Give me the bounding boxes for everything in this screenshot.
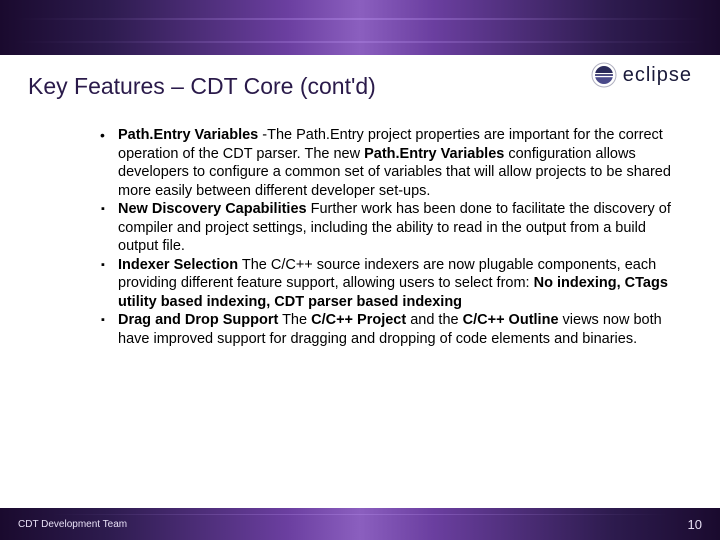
header-band (0, 0, 720, 55)
bullet-list: Path.Entry Variables -The Path.Entry pro… (100, 126, 672, 349)
bullet-segment: The (278, 312, 311, 328)
eclipse-logo-text: eclipse (623, 64, 692, 87)
bullet-segment: Indexer Selection (118, 257, 238, 273)
bullet-segment: Drag and Drop Support (118, 312, 278, 328)
bullet-item: Drag and Drop Support The C/C++ Project … (100, 311, 672, 348)
bullet-segment: Path.Entry Variables (364, 146, 504, 162)
bullet-segment: New Discovery Capabilities (118, 201, 307, 217)
bullet-item: Path.Entry Variables -The Path.Entry pro… (100, 126, 672, 200)
content-area: Path.Entry Variables -The Path.Entry pro… (0, 100, 720, 349)
bullet-segment: Path.Entry Variables (118, 127, 258, 143)
page-number: 10 (688, 517, 702, 532)
footer-text: CDT Development Team (18, 519, 127, 530)
footer-band: CDT Development Team 10 (0, 508, 720, 540)
eclipse-logo: eclipse (591, 62, 692, 88)
bullet-segment: C/C++ Project (311, 312, 406, 328)
bullet-item: Indexer Selection The C/C++ source index… (100, 256, 672, 312)
bullet-segment: C/C++ Outline (463, 312, 559, 328)
bullet-segment: and the (406, 312, 462, 328)
eclipse-icon (591, 62, 617, 88)
bullet-item: New Discovery Capabilities Further work … (100, 200, 672, 256)
